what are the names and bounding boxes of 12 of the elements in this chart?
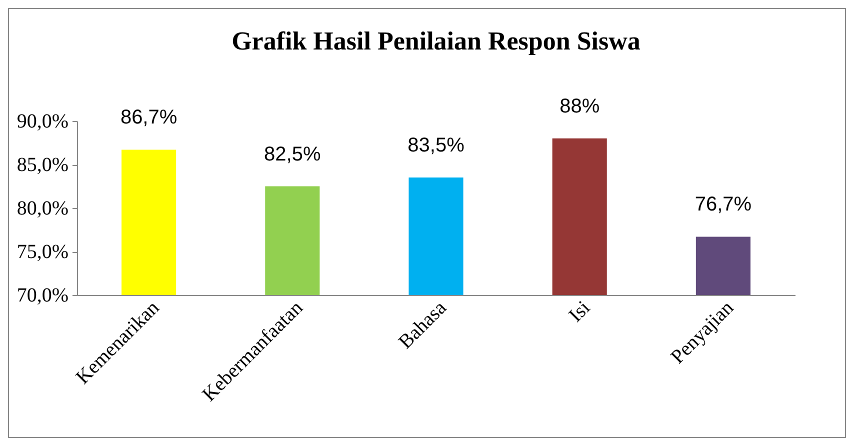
y-tick-label: 80,0% (16, 198, 68, 220)
y-tick-label: 70,0% (16, 284, 68, 306)
data-label: 82,5% (264, 143, 321, 166)
data-label: 83,5% (408, 134, 465, 157)
chart-title: Grafik Hasil Penilaian Respon Siswa (232, 26, 640, 56)
y-tick-label: 90,0% (16, 110, 68, 132)
data-label: 76,7% (694, 194, 752, 216)
y-tick-label: 85,0% (16, 154, 68, 176)
data-label: 86,7% (120, 106, 178, 129)
x-tick-label: Isi (564, 296, 595, 326)
data-label: 88% (560, 95, 600, 118)
y-tick-label: 75,0% (16, 241, 68, 263)
